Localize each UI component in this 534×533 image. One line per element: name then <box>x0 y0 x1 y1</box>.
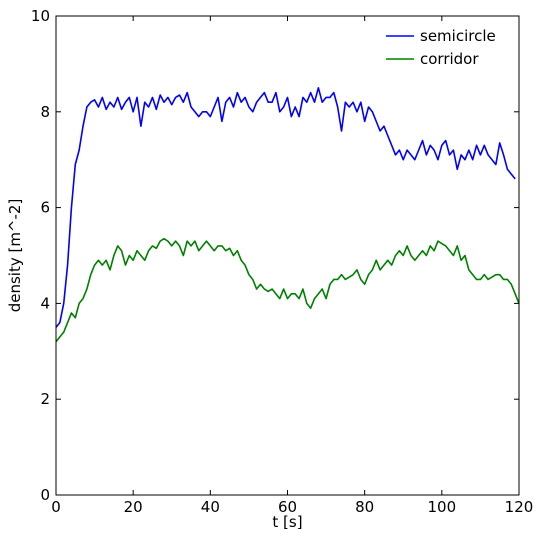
legend-label-semicircle: semicircle <box>420 27 496 45</box>
x-tick-label: 80 <box>355 498 374 516</box>
y-tick-label: 10 <box>31 7 50 25</box>
x-tick-label: 100 <box>428 498 457 516</box>
series-line-semicircle <box>55 87 516 328</box>
x-tick-label: 20 <box>124 498 143 516</box>
legend: semicircle corridor <box>386 27 496 68</box>
y-tick-label: 4 <box>40 294 50 312</box>
x-tick-label: 60 <box>278 498 297 516</box>
x-tick-label: 120 <box>505 498 534 516</box>
y-axis-label: density [m^-2] <box>6 199 24 313</box>
legend-label-corridor: corridor <box>420 50 479 68</box>
x-axis-label: t [s] <box>272 513 302 531</box>
x-tick-label: 40 <box>201 498 220 516</box>
x-tick-label: 0 <box>51 498 61 516</box>
y-tick-label: 2 <box>40 390 50 408</box>
series-line-corridor <box>55 237 520 343</box>
y-tick-label: 0 <box>40 486 50 504</box>
ticks-layer: 0 20 40 60 80 100 120 0 2 4 6 8 10 <box>31 7 533 516</box>
series-layer <box>55 87 520 343</box>
plot-area: 0 20 40 60 80 100 120 0 2 4 6 8 10 <box>31 7 533 516</box>
y-tick-label: 6 <box>40 199 50 217</box>
y-tick-label: 8 <box>40 103 50 121</box>
plot-frame <box>55 15 520 496</box>
